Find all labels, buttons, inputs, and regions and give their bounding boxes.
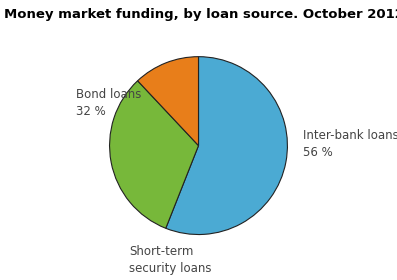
Wedge shape: [138, 57, 198, 146]
Wedge shape: [166, 57, 287, 235]
Text: Bond loans
32 %: Bond loans 32 %: [76, 88, 141, 118]
Wedge shape: [110, 81, 198, 228]
Text: Money market funding, by loan source. October 2012. Per cent: Money market funding, by loan source. Oc…: [4, 8, 397, 21]
Text: Inter-bank loans
56 %: Inter-bank loans 56 %: [303, 129, 397, 159]
Text: Short-term
security loans
12 %: Short-term security loans 12 %: [129, 245, 212, 280]
